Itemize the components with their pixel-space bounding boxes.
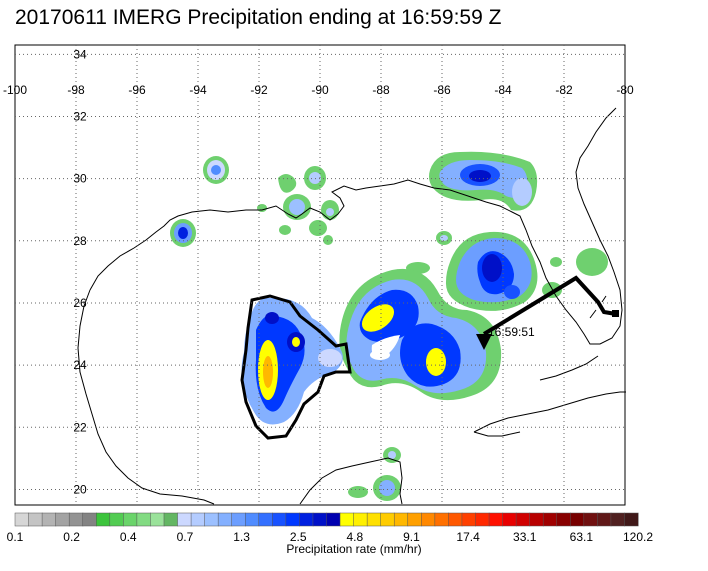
- colorbar-swatch: [421, 512, 436, 527]
- lon-tick-label: -92: [250, 83, 268, 97]
- lon-tick-label: -90: [311, 83, 329, 97]
- colorbar-swatch: [272, 512, 287, 527]
- storm-outline: [240, 294, 352, 440]
- colorbar-swatch: [624, 512, 639, 527]
- precipitation-cells: [170, 151, 608, 501]
- lon-tick-label: -88: [372, 83, 390, 97]
- colorbar-swatch: [109, 512, 124, 527]
- colorbar-swatch: [583, 512, 598, 527]
- colorbar-swatch: [28, 512, 43, 527]
- lon-tick-label: -82: [555, 83, 573, 97]
- lat-tick-label: 20: [73, 482, 87, 496]
- colorbar-swatch: [231, 512, 246, 527]
- colorbar-tick: 1.3: [233, 530, 250, 544]
- colorbar-tick: 4.8: [346, 530, 363, 544]
- colorbar-swatch: [244, 512, 260, 527]
- cell-yucatan: [348, 447, 401, 501]
- colorbar-swatch: [448, 512, 463, 527]
- lon-tick-label: -84: [494, 83, 512, 97]
- colorbar-tick: 33.1: [513, 530, 537, 544]
- colorbar-swatch: [475, 512, 490, 527]
- lat-tick-label: 34: [73, 47, 87, 61]
- colorbar-swatch: [597, 512, 612, 527]
- lon-tick-label: -80: [616, 83, 634, 97]
- colorbar-swatch: [14, 512, 30, 527]
- colorbar-label: Precipitation rate (mm/hr): [286, 542, 422, 556]
- map-title: 20170611 IMERG Precipitation ending at 1…: [15, 6, 502, 29]
- colorbar-swatch: [96, 512, 111, 527]
- colorbar-swatch: [177, 512, 192, 527]
- colorbar-swatch: [366, 512, 382, 527]
- colorbar-swatch: [55, 512, 70, 527]
- colorbar-tick-labels: 0.1 0.2 0.4 0.7 1.3 2.5 4.8 9.1 17.4 33.1 63.1 120.…: [7, 530, 654, 544]
- colorbar-tick: 9.1: [403, 530, 420, 544]
- lat-lon-grid: [15, 45, 625, 505]
- colorbar-swatch: [461, 512, 477, 527]
- colorbar-tick: 0.4: [120, 530, 137, 544]
- cell-florida-panhandle: [429, 151, 538, 211]
- lat-tick-label: 24: [73, 358, 87, 372]
- cell-central-small: [406, 231, 452, 274]
- lon-tick-label: -98: [67, 83, 85, 97]
- colorbar-swatch: [258, 512, 273, 527]
- cell-small-northwest: [203, 156, 229, 184]
- colorbar-swatch: [68, 512, 84, 527]
- lon-tick-label: -94: [189, 83, 207, 97]
- colorbar-swatch: [610, 512, 626, 527]
- colorbar-swatch: [542, 512, 558, 527]
- lat-tick-label: 32: [73, 109, 87, 123]
- track-direction-marker: [476, 334, 492, 350]
- colorbar-swatch: [41, 512, 57, 527]
- colorbar-swatch: [190, 512, 206, 527]
- lat-tick-label: 26: [73, 296, 87, 310]
- colorbar-swatch: [393, 512, 409, 527]
- satellite-track: [482, 275, 617, 336]
- track-end-marker: [612, 310, 619, 317]
- colorbar-swatch: [556, 512, 571, 527]
- colorbar-tick: 0.7: [177, 530, 194, 544]
- colorbar-swatch: [163, 512, 179, 527]
- colorbar-tick: 2.5: [290, 530, 307, 544]
- colorbar-swatch: [529, 512, 544, 527]
- colorbar-tick: 17.4: [456, 530, 480, 544]
- colorbar-swatch: [488, 512, 504, 527]
- colorbar-swatch: [82, 512, 97, 527]
- colorbar-swatch: [380, 512, 395, 527]
- track-time-label: 16:59:51: [488, 325, 535, 339]
- colorbar-swatch: [123, 512, 138, 527]
- colorbar-tick: 0.1: [7, 530, 24, 544]
- lon-tick-label: -100: [3, 83, 27, 97]
- colorbar-swatch: [570, 512, 585, 527]
- longitude-labels: -100 -98 -96 -94 -92 -90 -88 -86 -84 -82 -80: [3, 83, 634, 97]
- colorbar-swatch: [353, 512, 368, 527]
- cell-northeast-gulf: [445, 231, 538, 311]
- colorbar-swatch: [150, 512, 165, 527]
- colorbar-swatch: [515, 512, 531, 527]
- lat-tick-label: 22: [73, 420, 87, 434]
- colorbar-tick: 120.2: [623, 530, 653, 544]
- colorbar-swatch: [339, 512, 355, 527]
- colorbar-swatch: [217, 512, 233, 527]
- colorbar-swatch: [136, 512, 151, 527]
- colorbar-swatch: [502, 512, 517, 527]
- colorbar-swatch: [326, 512, 341, 527]
- lon-tick-label: -96: [128, 83, 146, 97]
- lat-tick-label: 30: [73, 172, 87, 186]
- colorbar-swatch: [285, 512, 300, 527]
- colorbar-swatch: [299, 512, 314, 527]
- colorbar-tick: 63.1: [570, 530, 594, 544]
- colorbar-swatch: [434, 512, 449, 527]
- cell-texas: [170, 219, 196, 247]
- colorbar-swatch: [312, 512, 328, 527]
- colorbar-swatch: [407, 512, 422, 527]
- coastlines: [77, 107, 626, 505]
- colorbar-swatch: [204, 512, 219, 527]
- latitude-labels: 34 32 30 28 26 24 22 20: [73, 47, 87, 496]
- colorbar-tick: 0.2: [63, 530, 80, 544]
- lon-tick-label: -86: [433, 83, 451, 97]
- lat-tick-label: 28: [73, 234, 87, 248]
- cell-florida-east: [542, 248, 608, 298]
- colorbar: [14, 512, 639, 527]
